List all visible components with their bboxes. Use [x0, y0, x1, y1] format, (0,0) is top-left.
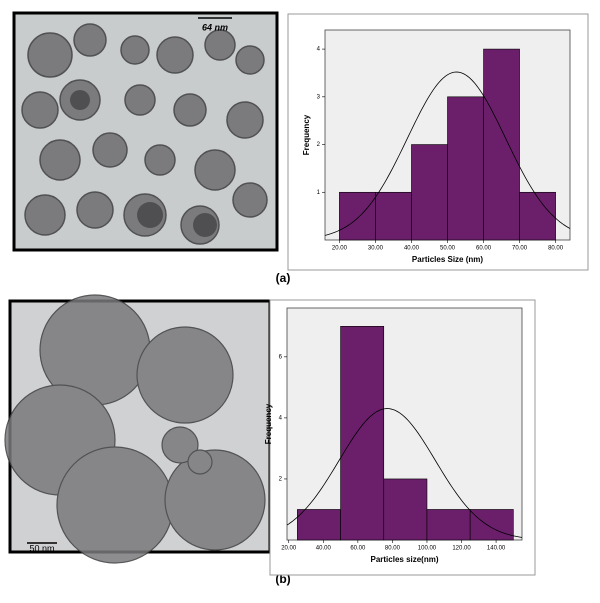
x-tick-label: 60.00 — [350, 546, 366, 552]
x-tick-label: 40.00 — [316, 546, 332, 552]
y-axis-label: Frequency — [302, 114, 311, 155]
x-axis-label: Particles size(nm) — [370, 555, 438, 564]
x-tick-label: 30.00 — [368, 246, 384, 252]
bar — [519, 191, 556, 241]
bar — [375, 191, 412, 241]
bar — [340, 326, 385, 541]
bar — [469, 509, 514, 541]
y-tick-label: 3 — [317, 94, 321, 100]
x-tick-label: 80.00 — [548, 246, 564, 252]
panel-label: (b) — [275, 572, 290, 586]
y-tick-label: 2 — [279, 477, 283, 483]
bar — [426, 509, 471, 541]
x-tick-label: 20.00 — [332, 246, 348, 252]
y-tick-label: 2 — [317, 142, 321, 148]
x-tick-label: 100.00 — [418, 546, 437, 552]
normal-curve — [324, 71, 571, 236]
y-tick-label: 4 — [317, 47, 321, 53]
bar — [297, 509, 341, 541]
x-tick-label: 60.00 — [476, 246, 492, 252]
bar — [483, 48, 520, 241]
normal-curve — [286, 408, 523, 538]
bar — [411, 144, 448, 241]
x-tick-label: 80.00 — [385, 546, 401, 552]
x-tick-label: 40.00 — [404, 246, 420, 252]
bar — [339, 191, 376, 241]
tem-image-a: 64 nm — [12, 11, 279, 252]
x-tick-label: 120.00 — [452, 546, 471, 552]
scale-bar-label: 50 nm — [29, 543, 54, 553]
bar — [383, 478, 428, 541]
x-tick-label: 20.00 — [281, 546, 297, 552]
tem-image-b: 50 nm — [4, 294, 272, 564]
panel-label: (a) — [276, 271, 291, 285]
y-tick-label: 4 — [279, 415, 283, 421]
bar — [447, 96, 484, 241]
x-tick-label: 140.00 — [487, 546, 506, 552]
y-tick-label: 6 — [279, 354, 283, 360]
x-axis-label: Particles Size (nm) — [412, 255, 483, 264]
x-tick-label: 50.00 — [440, 246, 456, 252]
y-tick-label: 1 — [317, 190, 321, 196]
y-axis-label: Frequency — [264, 403, 273, 444]
scale-bar-label: 64 nm — [202, 22, 228, 32]
x-tick-label: 70.00 — [512, 246, 528, 252]
